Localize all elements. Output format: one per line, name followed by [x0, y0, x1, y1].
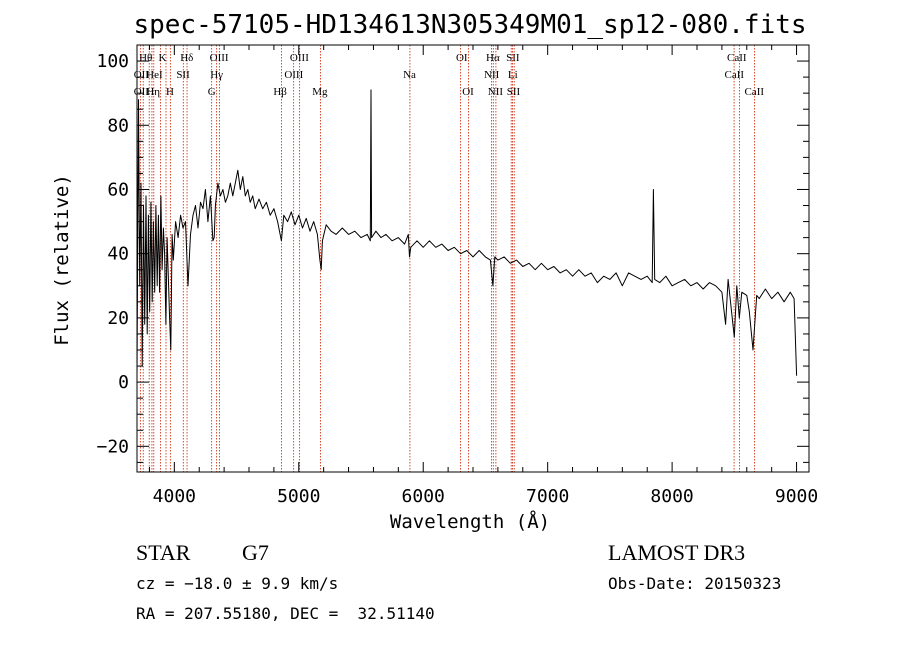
spectral-line-label: HeI: [146, 69, 163, 81]
x-ticks: 4000 5000 6000 7000 8000 9000: [148, 45, 818, 507]
y-ticks: −20 0 20 40 60 80 100: [96, 51, 809, 463]
spectral-line-label: OIII: [210, 52, 229, 64]
spectral-line-label: OI: [456, 52, 468, 64]
chart-title: spec-57105-HD134613N305349M01_sp12-080.f…: [133, 10, 806, 40]
spectral-line-label: OI: [462, 86, 474, 98]
spectral-line-label: Hγ: [210, 69, 223, 81]
x-tick-label: 5000: [277, 486, 320, 507]
y-tick-label: −20: [96, 436, 129, 457]
spectral-line-label: Hδ: [180, 52, 193, 64]
spectral-line-label: H: [166, 86, 174, 98]
spectral-line-label: Hβ: [273, 86, 287, 98]
spectral-line-label: SII: [176, 69, 190, 81]
x-tick-label: 7000: [526, 486, 569, 507]
obs-date: Obs-Date: 20150323: [608, 574, 782, 593]
spectral-line-label: Na: [403, 69, 416, 81]
y-tick-label: 0: [118, 372, 129, 393]
spectral-line-label: NII: [488, 86, 504, 98]
y-tick-label: 80: [107, 115, 129, 136]
spectral-line-label: NII: [484, 69, 500, 81]
spectral-line-label: Hη: [146, 86, 160, 98]
spectral-line-label: OII: [134, 69, 150, 81]
spectral-line-label: Hα: [486, 52, 500, 64]
spectral-line-label: CaII: [744, 86, 764, 98]
x-tick-label: 8000: [650, 486, 693, 507]
spectral-line-label: CaII: [725, 69, 745, 81]
spectrum-line: [136, 89, 798, 376]
spectral-line-label: OIII: [290, 52, 309, 64]
x-tick-label: 6000: [402, 486, 445, 507]
object-class: STAR: [136, 540, 191, 565]
y-tick-label: 40: [107, 244, 129, 265]
y-tick-label: 20: [107, 308, 129, 329]
y-tick-label: 60: [107, 179, 129, 200]
series-group: [136, 89, 798, 376]
spectral-line-label: K: [159, 52, 167, 64]
spectral-line-label: OIII: [284, 69, 303, 81]
object-subclass: G7: [242, 540, 269, 565]
spectral-line-label: Li: [508, 69, 518, 81]
plot-frame: [136, 44, 810, 473]
spectral-line-label: SII: [506, 52, 520, 64]
spectral-line-label: OII: [134, 86, 150, 98]
redshift-cz: cz = −18.0 ± 9.9 km/s: [136, 574, 339, 593]
spectral-line-label: Hθ: [139, 52, 152, 64]
x-tick-label: 9000: [775, 486, 818, 507]
x-tick-label: 4000: [153, 486, 196, 507]
spectral-line-label: G: [208, 86, 216, 98]
spectral-line-label: SII: [507, 86, 521, 98]
survey-name: LAMOST DR3: [608, 540, 746, 565]
coordinates: RA = 207.55180, DEC = 32.51140: [136, 604, 435, 623]
y-axis-label: Flux (relative): [51, 174, 73, 346]
spectral-line-label: Mg: [312, 86, 328, 98]
y-tick-label: 100: [96, 51, 129, 72]
spectral-line-label: CaII: [727, 52, 747, 64]
x-axis-label: Wavelength (Å): [390, 510, 550, 533]
